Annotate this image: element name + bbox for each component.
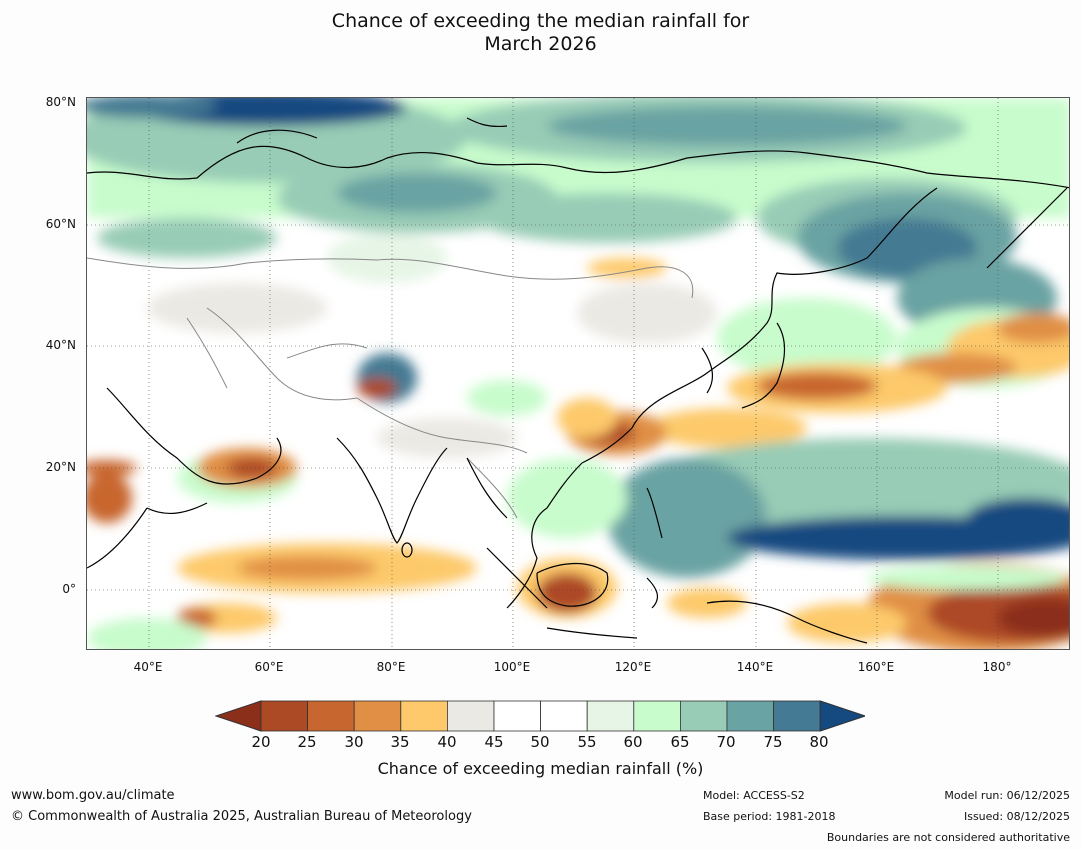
lon-label-60e: 60°E	[254, 660, 284, 674]
lon-label-80e: 80°E	[376, 660, 406, 674]
rainfall-map	[86, 97, 1070, 650]
colorbar-tick-40: 40	[437, 733, 457, 751]
model-text: Model: ACCESS-S2	[703, 789, 805, 802]
colorbar-segment	[633, 700, 681, 732]
map-canvas	[87, 98, 1069, 649]
copyright-text: © Commonwealth of Australia 2025, Austra…	[11, 809, 472, 824]
lon-label-160e: 160°E	[857, 660, 895, 674]
colorbar-tick-45: 45	[484, 733, 504, 751]
disclaimer-text: Boundaries are not considered authoritat…	[826, 831, 1070, 844]
colorbar-segment	[679, 700, 728, 732]
colorbar-tick-30: 30	[344, 733, 364, 751]
colorbar-segment	[540, 700, 588, 732]
colorbar-tick-65: 65	[670, 733, 690, 751]
colorbar-tick-75: 75	[763, 733, 783, 751]
lon-label-40e: 40°E	[133, 660, 163, 674]
title-line-1: Chance of exceeding the median rainfall …	[331, 10, 750, 32]
lat-label-20n: 20°N	[45, 460, 76, 474]
colorbar-label: Chance of exceeding median rainfall (%)	[377, 759, 704, 778]
colorbar-segment	[400, 700, 448, 732]
country-borders	[87, 257, 694, 519]
rainfall-field	[87, 98, 1069, 649]
website-text: www.bom.gov.au/climate	[11, 788, 175, 803]
colorbar-segment	[726, 700, 774, 732]
colorbar	[215, 700, 865, 732]
lat-label-60n: 60°N	[45, 217, 76, 231]
colorbar-extend-high	[819, 700, 865, 732]
colorbar-tick-80: 80	[809, 733, 829, 751]
colorbar-tick-20: 20	[251, 733, 271, 751]
colorbar-segment	[586, 700, 635, 732]
lat-label-80n: 80°N	[45, 95, 76, 109]
colorbar-tick-70: 70	[716, 733, 736, 751]
colorbar-segment	[307, 700, 355, 732]
issued-text: Issued: 08/12/2025	[963, 810, 1070, 823]
lon-label-140e: 140°E	[736, 660, 774, 674]
lon-label-100e: 100°E	[493, 660, 531, 674]
colorbar-tick-25: 25	[297, 733, 317, 751]
colorbar-extend-low	[215, 700, 262, 732]
colorbar-segment	[353, 700, 402, 732]
lon-label-120e: 120°E	[614, 660, 652, 674]
colorbar-tick-60: 60	[623, 733, 643, 751]
colorbar-tick-55: 55	[577, 733, 597, 751]
title-line-2: March 2026	[484, 33, 597, 55]
lon-label-180: 180°	[982, 660, 1012, 674]
lat-label-equator: 0°	[62, 582, 76, 596]
colorbar-tick-50: 50	[530, 733, 550, 751]
coastlines	[87, 117, 1069, 644]
model-run-text: Model run: 06/12/2025	[944, 789, 1070, 802]
lat-label-40n: 40°N	[45, 338, 76, 352]
colorbar-segment	[260, 700, 308, 732]
base-period-text: Base period: 1981-2018	[703, 810, 836, 823]
graticule	[87, 98, 1069, 649]
colorbar-tick-35: 35	[390, 733, 410, 751]
colorbar-segment	[446, 700, 495, 732]
map-title: Chance of exceeding the median rainfall …	[0, 10, 1081, 56]
colorbar-segment	[493, 700, 541, 732]
colorbar-segment	[773, 700, 821, 732]
